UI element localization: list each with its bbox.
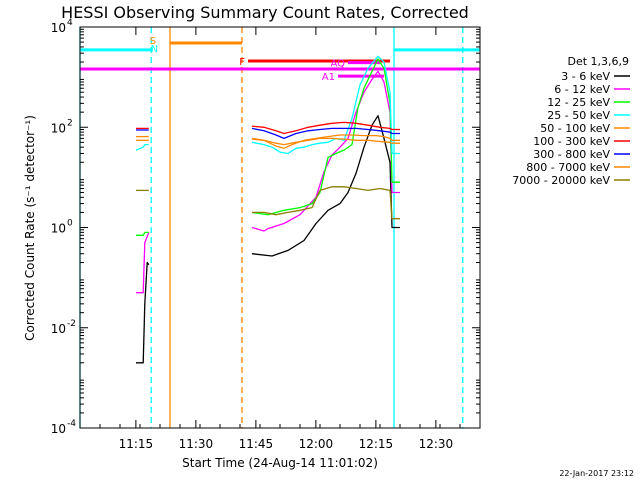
marker-1: N xyxy=(151,44,158,55)
legend-title: Det 1,3,6,9 xyxy=(567,55,629,68)
legend-label-3: 25 - 50 keV xyxy=(547,109,610,122)
y-tick-exp-0: -4 xyxy=(67,419,76,429)
footer-timestamp: 22-Jan-2017 23:12 xyxy=(559,469,634,478)
y-tick-label-0: 10 xyxy=(51,422,66,436)
markers: SN xyxy=(150,36,159,55)
y-tick-label-1: 10 xyxy=(51,322,66,336)
y-tick-exp-1: -2 xyxy=(67,319,76,329)
x-tick-label-5: 12:30 xyxy=(419,437,454,451)
y-tick-exp-4: 4 xyxy=(67,18,73,28)
legend-label-7: 800 - 7000 keV xyxy=(526,161,610,174)
annotation-bar-label-3: F xyxy=(239,57,245,68)
x-tick-label-1: 11:30 xyxy=(179,437,214,451)
legend-label-4: 50 - 100 keV xyxy=(540,122,610,135)
chart-title-text: HESSI Observing Summary Count Rates, Cor… xyxy=(61,3,469,22)
legend-label-5: 100 - 300 keV xyxy=(533,135,610,148)
series-line-4-1 xyxy=(251,134,400,149)
series-group xyxy=(135,55,400,364)
legend-label-6: 300 - 800 keV xyxy=(533,148,610,161)
marker-0: S xyxy=(150,36,156,47)
x-axis-label: Start Time (24-Aug-14 11:01:02) xyxy=(182,456,378,470)
chart-title: HESSI Observing Summary Count Rates, Cor… xyxy=(61,3,469,22)
series-line-1-1 xyxy=(251,70,400,232)
series-line-3-1 xyxy=(251,55,400,155)
series-line-7-1 xyxy=(251,137,400,146)
legend-label-8: 7000 - 20000 keV xyxy=(512,174,610,187)
series-line-1-0 xyxy=(136,232,150,294)
series-line-2-1 xyxy=(251,58,400,216)
annotation-bar-label-4: AQ xyxy=(330,59,345,70)
x-tick-label-0: 11:15 xyxy=(119,437,154,451)
y-tick-exp-3: 2 xyxy=(67,118,73,128)
series-line-3-0 xyxy=(135,143,149,151)
y-tick-label-4: 10 xyxy=(51,21,66,35)
legend-label-0: 3 - 6 keV xyxy=(561,70,610,83)
y-axis-label: Corrected Count Rate (s⁻¹ detector⁻¹) xyxy=(23,115,37,341)
x-tick-label-3: 12:00 xyxy=(299,437,334,451)
y-tick-exp-2: 0 xyxy=(67,219,73,229)
series-line-8-1 xyxy=(252,186,400,220)
y-tick-label-3: 10 xyxy=(51,121,66,135)
legend-label-1: 6 - 12 keV xyxy=(554,83,610,96)
series-line-0-0 xyxy=(136,261,150,364)
plot-frame xyxy=(79,26,481,429)
series-line-6-1 xyxy=(251,127,400,140)
series-line-5-1 xyxy=(251,121,400,135)
annotation-bars: F AQ A1 xyxy=(80,41,480,83)
annotation-bar-label-6: A1 xyxy=(322,72,335,83)
y-tick-label-2: 10 xyxy=(51,222,66,236)
x-axis-ticks: 11:15 11:30 11:45 12:00 12:15 12:30 xyxy=(79,27,481,451)
series-line-0-1 xyxy=(251,115,400,257)
x-tick-label-4: 12:15 xyxy=(359,437,394,451)
series-line-2-0 xyxy=(136,231,149,236)
legend-label-2: 12 - 25 keV xyxy=(547,96,610,109)
x-tick-label-2: 11:45 xyxy=(239,437,274,451)
